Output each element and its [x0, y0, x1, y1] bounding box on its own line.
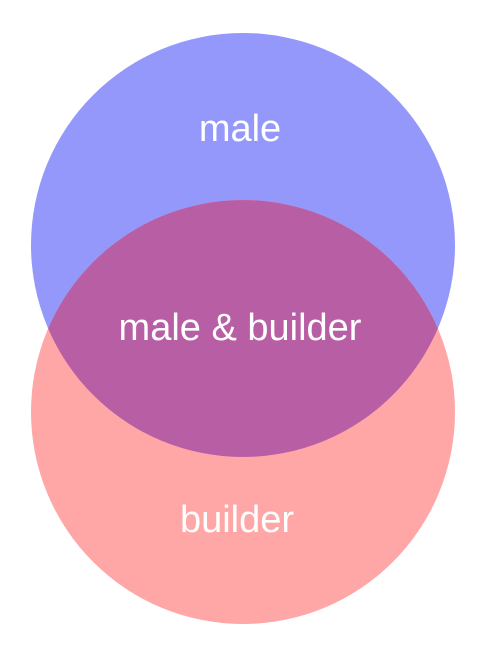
intersection-region — [31, 200, 455, 457]
male-label: male — [199, 108, 281, 150]
builder-label: builder — [180, 499, 294, 541]
intersection-label: male & builder — [119, 307, 362, 349]
